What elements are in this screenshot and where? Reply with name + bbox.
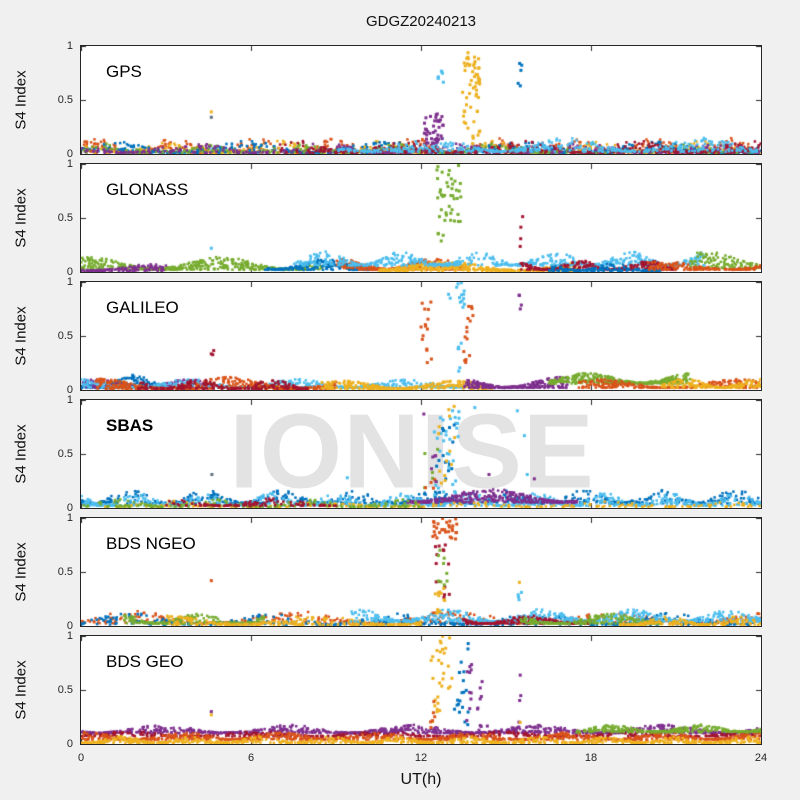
y-tick-label: 1: [66, 276, 73, 288]
scatter-canvas-bds-geo: [81, 636, 761, 744]
panel-title-glonass: GLONASS: [106, 180, 189, 199]
panel-title-sbas: SBAS: [106, 416, 154, 435]
panel-title-bds-geo: BDS GEO: [106, 652, 184, 671]
y-tick-label: 0: [66, 620, 73, 632]
plot-area-bds-geo: BDS GEO: [80, 635, 762, 745]
plot-area-galileo: GALILEO: [80, 281, 762, 391]
y-tick-label: 0.5: [57, 684, 73, 696]
x-tick-label: 0: [77, 752, 85, 764]
plot-area-bds-ngeo: BDS NGEO: [80, 517, 762, 627]
y-tick-label: 1: [66, 630, 73, 642]
panel-gps: S4 Index 1 0.5 0 GPS: [0, 40, 800, 160]
scatter-canvas-galileo: [81, 282, 761, 390]
panel-bds-ngeo: S4 Index 1 0.5 0 BDS NGEO: [0, 512, 800, 632]
scatter-canvas-sbas: [81, 400, 761, 508]
scatter-canvas-bds-ngeo: [81, 518, 761, 626]
plot-area-glonass: GLONASS: [80, 163, 762, 273]
y-tick-label: 0.5: [57, 566, 73, 578]
panel-bds-geo: S4 Index 1 0.5 0 BDS GEO: [0, 630, 800, 750]
x-tick-label: 24: [754, 752, 768, 764]
panel-title-gps: GPS: [106, 62, 142, 81]
y-tick-label: 0: [66, 738, 73, 750]
x-tick-label: 6: [247, 752, 255, 764]
figure-title: GDGZ20240213: [365, 13, 477, 30]
panel-glonass: S4 Index 1 0.5 0 GLONASS: [0, 158, 800, 278]
x-tick-label: 18: [584, 752, 598, 764]
panel-title-galileo: GALILEO: [106, 298, 179, 317]
y-tick-label: 0: [66, 266, 73, 278]
plot-area-sbas: SBAS: [80, 399, 762, 509]
y-tick-label: 0: [66, 148, 73, 160]
y-tick-label: 1: [66, 512, 73, 524]
x-tick-label: 12: [414, 752, 428, 764]
y-tick-label: 0.5: [57, 330, 73, 342]
y-tick-label: 1: [66, 394, 73, 406]
y-tick-label: 0.5: [57, 448, 73, 460]
y-tick-label: 0.5: [57, 94, 73, 106]
scatter-canvas-gps: [81, 46, 761, 154]
scatter-canvas-glonass: [81, 164, 761, 272]
panel-title-bds-ngeo: BDS NGEO: [106, 534, 196, 553]
y-tick-label: 1: [66, 158, 73, 170]
y-tick-label: 0: [66, 502, 73, 514]
y-tick-label: 1: [66, 40, 73, 52]
plot-area-gps: GPS: [80, 45, 762, 155]
x-axis-label: UT(h): [400, 771, 442, 788]
y-tick-label: 0: [66, 384, 73, 396]
panel-sbas: S4 Index 1 0.5 0 SBAS: [0, 394, 800, 514]
y-tick-label: 0.5: [57, 212, 73, 224]
panel-galileo: S4 Index 1 0.5 0 GALILEO: [0, 276, 800, 396]
